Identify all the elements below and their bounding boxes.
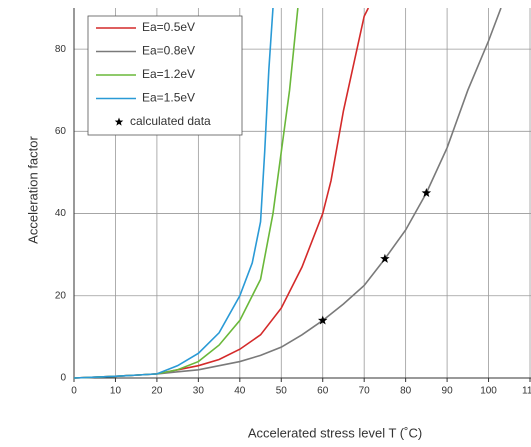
x-tick-label: 80 [400,386,412,397]
legend-label: Ea=1.5eV [142,91,195,105]
x-tick-label: 100 [480,386,497,397]
series-line [74,8,274,379]
x-tick-label: 30 [193,386,205,397]
x-tick-label: 20 [151,386,163,397]
x-tick-label: 0 [71,386,77,397]
x-tick-label: 10 [110,386,122,397]
legend-label: Ea=1.2eV [142,67,195,81]
y-axis-title: Acceleration factor [25,136,40,244]
data-point [421,188,432,198]
y-tick-label: 20 [55,290,67,301]
x-axis-title: Accelerated stress level T (˚C) [248,425,422,440]
y-tick-label: 0 [60,373,66,384]
plot-area [74,8,502,379]
x-tick-label: 90 [442,386,454,397]
legend-label: calculated data [130,114,211,128]
x-tick-label: 60 [317,386,329,397]
x-tick-label: 110 [522,386,531,397]
legend-marker [114,117,124,126]
legend-label: Ea=0.8eV [142,44,195,58]
legend-label: Ea=0.5eV [142,20,195,34]
data-point [317,315,328,325]
y-tick-label: 80 [55,44,67,55]
x-tick-label: 40 [234,386,246,397]
y-tick-label: 60 [55,126,67,137]
data-point [380,253,390,263]
x-tick-label: 70 [359,386,371,397]
x-tick-label: 50 [276,386,288,397]
y-tick-label: 40 [55,208,67,219]
